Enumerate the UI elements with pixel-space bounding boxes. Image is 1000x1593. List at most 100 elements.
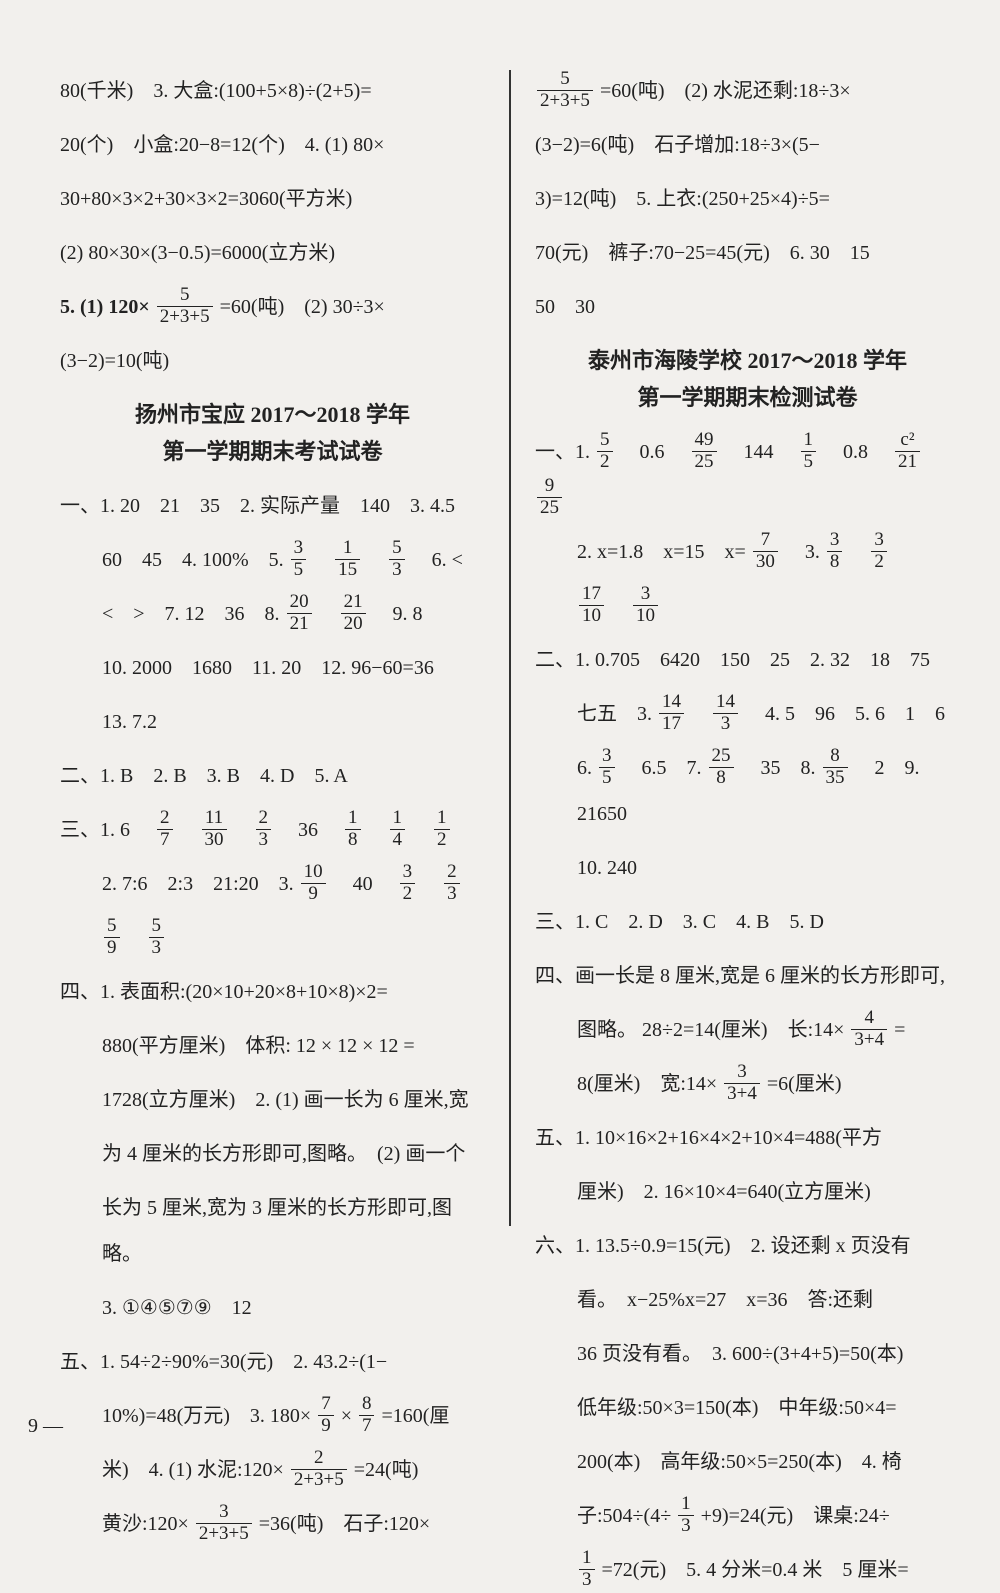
fraction: 143 [713, 692, 738, 735]
fraction: 12 [434, 808, 450, 851]
text-line: 看。 x−25%x=27 x=36 答:还剩 [535, 1277, 960, 1323]
column-divider [509, 70, 511, 1226]
fraction: 13 [678, 1494, 694, 1537]
text-line: 10. 2000 1680 11. 20 12. 96−60=36 [60, 645, 485, 691]
fraction: 38 [827, 530, 843, 573]
text-line: 5. (1) 120× 52+3+5 =60(吨) (2) 30÷3× [60, 284, 485, 330]
text: 6. [577, 757, 597, 779]
text: 0.6 [620, 441, 685, 463]
fraction: 32+3+5 [196, 1502, 252, 1545]
fraction: 835 [823, 746, 848, 789]
text: =60(吨) (2) 30÷3× [220, 296, 385, 318]
text-line: 米) 4. (1) 水泥:120× 22+3+5 =24(吨) [60, 1447, 485, 1493]
page-number: 9 — [28, 1415, 63, 1438]
text-line: 80(千米) 3. 大盒:(100+5×8)÷(2+5)= [60, 68, 485, 114]
text-line: 图略。 28÷2=14(厘米) 长:14× 43+4 = [535, 1007, 960, 1053]
fraction: 1417 [659, 692, 684, 735]
text: 40 [333, 873, 393, 895]
text-line: 五、1. 10×16×2+16×4×2+10×4=488(平方 [535, 1115, 960, 1161]
fraction: 87 [359, 1394, 375, 1437]
text-line: 10. 240 [535, 845, 960, 891]
text: 图略。 28÷2=14(厘米) 长:14× [577, 1019, 844, 1041]
text: 9. 8 [373, 603, 423, 625]
section-heading: 扬州市宝应 2017～2018 学年 第一学期期末考试试卷 [60, 396, 485, 471]
text: 6.5 7. [622, 757, 707, 779]
fraction: 52+3+5 [157, 285, 213, 328]
text-line: 70(元) 裤子:70−25=45(元) 6. 30 15 [535, 230, 960, 276]
text: 5. (1) 120× [60, 296, 150, 318]
fraction: 35 [291, 538, 307, 581]
text: 0.8 [823, 441, 888, 463]
heading-line: 泰州市海陵学校 2017～2018 学年 [535, 342, 960, 379]
text-line: 13. 7.2 [60, 699, 485, 745]
text-line: 一、1. 20 21 35 2. 实际产量 140 3. 4.5 [60, 483, 485, 529]
text: =6(厘米) [767, 1073, 842, 1095]
text: 35 8. [741, 757, 821, 779]
fraction: 23 [444, 862, 460, 905]
text-line: (2) 80×30×(3−0.5)=6000(立方米) [60, 230, 485, 276]
fraction: 109 [301, 862, 326, 905]
text-line: 四、1. 表面积:(20×10+20×8+10×8)×2= [60, 969, 485, 1015]
fraction: 730 [753, 530, 778, 573]
fraction: 13 [579, 1548, 595, 1591]
fraction: 2120 [341, 592, 366, 635]
fraction: 2021 [287, 592, 312, 635]
text-line: 子:504÷(4÷ 13 +9)=24(元) 课桌:24÷ [535, 1493, 960, 1539]
text-line: 2. 7:6 2:3 21:20 3. 109 40 32 23 [60, 861, 485, 907]
fraction: 258 [709, 746, 734, 789]
fraction: 115 [335, 538, 360, 581]
text: 144 [724, 441, 794, 463]
fraction: 53 [149, 916, 165, 959]
fraction: 4925 [692, 430, 717, 473]
text-line: 为 4 厘米的长方形即可,图略。 (2) 画一个 [60, 1131, 485, 1177]
fraction: 1130 [202, 808, 227, 851]
text: 10%)=48(万元) 3. 180× [102, 1405, 311, 1427]
text-line: 二、1. 0.705 6420 150 25 2. 32 18 75 [535, 637, 960, 683]
text-line: 3)=12(吨) 5. 上衣:(250+25×4)÷5= [535, 176, 960, 222]
text: < > 7. 12 36 8. [102, 603, 285, 625]
text-line: 30+80×3×2+30×3×2=3060(平方米) [60, 176, 485, 222]
text: 8(厘米) 宽:14× [577, 1073, 717, 1095]
text-line: 黄沙:120× 32+3+5 =36(吨) 石子:120× [60, 1501, 485, 1547]
text-line: 10%)=48(万元) 3. 180× 79 × 87 =160(厘 [60, 1393, 485, 1439]
text: 2. 7:6 2:3 21:20 3. [102, 873, 299, 895]
fraction: 59 [104, 916, 120, 959]
text: 6. < [412, 549, 463, 571]
text: 60 45 4. 100% 5. [102, 549, 289, 571]
text-line: (3−2)=6(吨) 石子增加:18÷3×(5− [535, 122, 960, 168]
right-column: 52+3+5 =60(吨) (2) 水泥还剩:18÷3× (3−2)=6(吨) … [525, 60, 960, 1426]
text: +9)=24(元) 课桌:24÷ [701, 1505, 890, 1527]
fraction: 32 [871, 530, 887, 573]
text: 子:504÷(4÷ [577, 1505, 671, 1527]
fraction: 22+3+5 [291, 1448, 347, 1491]
text: =36(吨) 石子:120× [259, 1513, 430, 1535]
text-line: 200(本) 高年级:50×5=250(本) 4. 椅 [535, 1439, 960, 1485]
fraction: 310 [633, 584, 658, 627]
text: × [341, 1405, 352, 1427]
text-line: 59 53 [60, 915, 485, 961]
fraction: 27 [157, 808, 173, 851]
text-line: (3−2)=10(吨) [60, 338, 485, 384]
page: 80(千米) 3. 大盒:(100+5×8)÷(2+5)= 20(个) 小盒:2… [0, 0, 1000, 1466]
text-line: 低年级:50×3=150(本) 中年级:50×4= [535, 1385, 960, 1431]
text: =24(吨) [354, 1459, 419, 1481]
text: =60(吨) (2) 水泥还剩:18÷3× [600, 80, 851, 102]
text: 一、1. [535, 441, 595, 463]
fraction: 52+3+5 [537, 69, 593, 112]
text: 米) 4. (1) 水泥:120× [102, 1459, 284, 1481]
fraction: 15 [801, 430, 817, 473]
text: =72(元) 5. 4 分米=0.4 米 5 厘米= [602, 1559, 909, 1581]
text: 三、1. 6 [60, 819, 150, 841]
fraction: 43+4 [851, 1008, 887, 1051]
text-line: 厘米) 2. 16×10×4=640(立方厘米) [535, 1169, 960, 1215]
heading-line: 第一学期期末考试试卷 [60, 433, 485, 470]
text-line: 三、1. 6 27 1130 23 36 18 14 12 [60, 807, 485, 853]
heading-line: 第一学期期末检测试卷 [535, 379, 960, 416]
text-line: 六、1. 13.5÷0.9=15(元) 2. 设还剩 x 页没有 [535, 1223, 960, 1269]
text-line: 880(平方厘米) 体积: 12 × 12 × 12 = [60, 1023, 485, 1069]
fraction: 79 [318, 1394, 334, 1437]
text-line: 1710 310 [535, 583, 960, 629]
fraction: 32 [400, 862, 416, 905]
text-line: 长为 5 厘米,宽为 3 厘米的长方形即可,图略。 [60, 1185, 485, 1277]
text-line: 60 45 4. 100% 5. 35 115 53 6. < [60, 537, 485, 583]
